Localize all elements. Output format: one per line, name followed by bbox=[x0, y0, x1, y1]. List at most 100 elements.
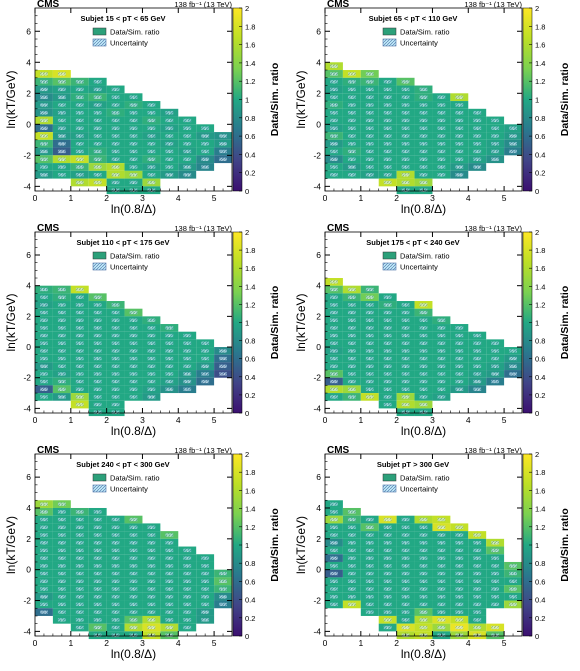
cell-value-label: 1 bbox=[133, 541, 135, 545]
cell-value-label: 1 bbox=[115, 557, 117, 561]
cell-value-label: 1 bbox=[97, 395, 99, 399]
cell-value-label: 1 bbox=[333, 595, 335, 599]
colorbar-tick-label: 0.4 bbox=[245, 373, 255, 382]
uncertainty-box bbox=[455, 625, 464, 630]
uncertainty-box bbox=[201, 356, 210, 361]
cell-value-label: 0.7 bbox=[221, 150, 226, 154]
uncertainty-box bbox=[129, 165, 138, 169]
uncertainty-box bbox=[93, 564, 102, 568]
cell-value-label: 1 bbox=[369, 357, 371, 361]
uncertainty-box bbox=[111, 349, 120, 353]
cell-value-label: 1 bbox=[204, 349, 206, 353]
colorbar-tick-label: 1.8 bbox=[245, 22, 255, 31]
cell-value-label: 1 bbox=[133, 119, 135, 123]
uncertainty-box bbox=[57, 95, 66, 99]
cell-value-label: 1.1 bbox=[439, 319, 444, 323]
legend-ratio-swatch bbox=[382, 473, 397, 482]
legend-uncertainty-swatch bbox=[92, 262, 107, 271]
cell-value-label: 1 bbox=[440, 564, 442, 568]
y-tick-label: -2 bbox=[313, 373, 321, 383]
uncertainty-box bbox=[365, 134, 374, 138]
colorbar-tick-label: 0.6 bbox=[245, 355, 255, 364]
uncertainty-box bbox=[75, 295, 84, 299]
cell-value-label: 1 bbox=[150, 534, 152, 538]
cell-value-label: 1 bbox=[97, 173, 99, 177]
legend-uncertainty-swatch bbox=[92, 38, 107, 47]
colorbar-tick-label: 1.4 bbox=[535, 505, 545, 514]
uncertainty-box bbox=[165, 356, 174, 361]
cell-value-label: 1 bbox=[115, 549, 117, 553]
uncertainty-box bbox=[347, 118, 356, 123]
cell-value-label: 1 bbox=[405, 588, 407, 592]
uncertainty-box bbox=[365, 395, 374, 399]
uncertainty-box bbox=[111, 618, 120, 622]
cell-value-label: 1 bbox=[133, 365, 135, 369]
cell-value-label: 0.8 bbox=[331, 158, 336, 162]
uncertainty-box bbox=[330, 341, 338, 345]
uncertainty-box bbox=[347, 165, 356, 169]
cell-value-label: 1 bbox=[43, 334, 45, 338]
colorbar-tick-label: 0 bbox=[535, 632, 539, 641]
uncertainty-box bbox=[383, 540, 392, 545]
uncertainty-box bbox=[93, 402, 102, 407]
uncertainty-box bbox=[347, 326, 356, 330]
cell-value-label: 1.1 bbox=[349, 150, 354, 154]
uncertainty-box bbox=[419, 610, 428, 614]
uncertainty-box bbox=[419, 564, 428, 568]
uncertainty-box bbox=[165, 387, 174, 391]
legend-uncertainty-label: Uncertainty bbox=[400, 263, 438, 272]
uncertainty-box bbox=[57, 126, 66, 130]
cell-value-label: 1.5 bbox=[439, 626, 444, 630]
uncertainty-box bbox=[75, 395, 84, 399]
uncertainty-box bbox=[330, 149, 338, 154]
uncertainty-box bbox=[330, 533, 338, 537]
cell-value-label: 1 bbox=[440, 372, 442, 376]
uncertainty-box bbox=[111, 118, 120, 123]
cell-value-label: 1 bbox=[204, 595, 206, 599]
colorbar-tick-label: 1.4 bbox=[535, 59, 545, 68]
cell-value-label: 1 bbox=[423, 365, 425, 369]
uncertainty-box bbox=[129, 326, 138, 330]
uncertainty-box bbox=[147, 395, 156, 399]
uncertainty-box bbox=[57, 295, 66, 299]
uncertainty-box bbox=[75, 571, 84, 576]
uncertainty-box bbox=[93, 326, 102, 330]
cell-value-label: 1 bbox=[43, 342, 45, 346]
uncertainty-box bbox=[365, 356, 374, 361]
uncertainty-box bbox=[365, 372, 374, 376]
uncertainty-box bbox=[473, 556, 482, 560]
cell-value-label: 1 bbox=[423, 142, 425, 146]
cell-value-label: 1.7 bbox=[349, 73, 354, 77]
cell-value-label: 1.7 bbox=[421, 626, 426, 630]
uncertainty-box bbox=[201, 579, 210, 583]
uncertainty-box bbox=[473, 157, 482, 161]
cell-value-label: 0.4 bbox=[221, 372, 226, 376]
uncertainty-box bbox=[40, 548, 48, 553]
cell-value-label: 1 bbox=[61, 534, 63, 538]
uncertainty-box bbox=[165, 364, 174, 368]
uncertainty-box bbox=[347, 318, 356, 322]
uncertainty-box bbox=[347, 295, 356, 299]
uncertainty-box bbox=[437, 103, 446, 107]
x-tick-label: 3 bbox=[430, 415, 435, 425]
x-tick-label: 5 bbox=[502, 415, 507, 425]
cell-value-label: 1 bbox=[97, 349, 99, 353]
uncertainty-box bbox=[40, 372, 48, 376]
uncertainty-box bbox=[330, 280, 338, 284]
cell-value-label: 1 bbox=[150, 549, 152, 553]
colorbar-tick-label: 1.8 bbox=[245, 246, 255, 255]
uncertainty-box bbox=[75, 556, 84, 560]
cell-value-label: 1 bbox=[405, 326, 407, 330]
cell-value-label: 1 bbox=[115, 380, 117, 384]
cell-value-label: 1 bbox=[43, 296, 45, 300]
uncertainty-box bbox=[165, 118, 174, 123]
cell-value-label: 1 bbox=[458, 564, 460, 568]
uncertainty-box bbox=[347, 310, 356, 315]
cell-value-label: 1 bbox=[43, 166, 45, 170]
uncertainty-box bbox=[93, 318, 102, 322]
cell-value-label: 1.5 bbox=[511, 603, 516, 607]
cell-value-label: 1.7 bbox=[457, 526, 462, 530]
cell-value-label: 1 bbox=[115, 580, 117, 584]
uncertainty-box bbox=[383, 548, 392, 553]
cell-value-label: 1 bbox=[150, 380, 152, 384]
